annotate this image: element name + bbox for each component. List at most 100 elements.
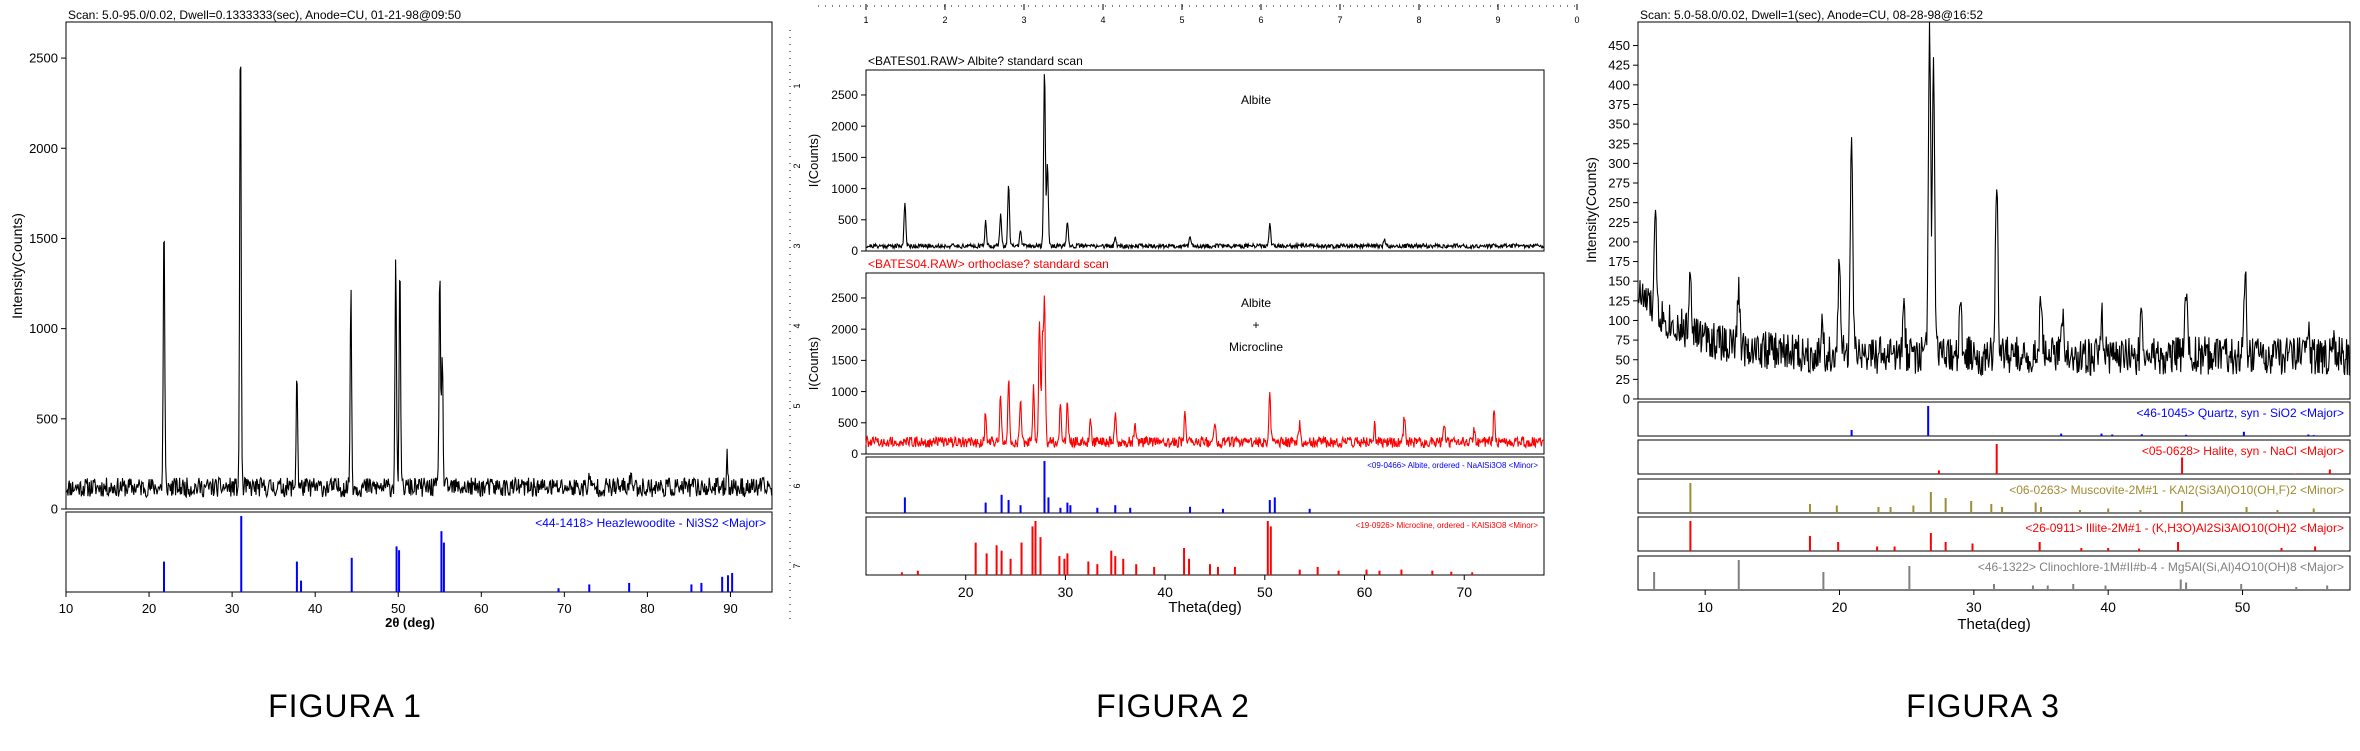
fig2-ref2-ref-frame — [865, 516, 1545, 576]
caption-figura-3: FIGURA 3 — [1906, 688, 2060, 724]
fig3-y-tick-label: 325 — [1608, 136, 1630, 151]
fig2-side-ruler-label: 2 — [792, 163, 802, 168]
fig2-top-ruler-label: 7 — [1337, 15, 1342, 25]
fig3-y-tick-label: 225 — [1608, 215, 1630, 230]
fig3-ref5-ref-label: <46-1322> Clinochlore-1M#II#b-4 - Mg5Al(… — [1978, 560, 2344, 574]
fig1-y-tick-label: 1000 — [29, 321, 58, 336]
fig3-y-tick-label: 250 — [1608, 195, 1630, 210]
fig2-top-ruler-label: 5 — [1179, 15, 1184, 25]
fig2-panel2-annotation: Albite — [1241, 296, 1271, 310]
fig2-panel2-scan-line — [865, 295, 1544, 450]
fig1-x-tick-label: 60 — [474, 601, 488, 616]
fig2-panel2-frame — [865, 272, 1545, 455]
fig2-panel2-y-tick-label: 500 — [838, 416, 858, 430]
fig2-panel1-y-axis-label: I(Counts) — [806, 134, 821, 187]
fig2-panel2-annotation: Microcline — [1229, 340, 1283, 354]
fig1-x-tick-label: 30 — [225, 601, 239, 616]
fig3-plot-frame — [1637, 21, 2351, 400]
fig1-x-tick-label: 70 — [557, 601, 571, 616]
fig3-y-tick-label: 25 — [1616, 372, 1630, 387]
fig2-x-tick-label: 30 — [1058, 584, 1074, 600]
fig3-x-tick-label: 10 — [1697, 599, 1713, 615]
fig2-x-tick-label: 20 — [958, 584, 974, 600]
fig2-side-ruler-label: 4 — [792, 323, 802, 328]
fig2-panel2-y-tick-label: 0 — [851, 447, 858, 461]
fig1-x-tick-label: 90 — [723, 601, 737, 616]
fig1-y-tick-label: 1500 — [29, 231, 58, 246]
fig2-panel2-header: <BATES04.RAW> orthoclase? standard scan — [868, 257, 1109, 271]
fig3-ref1-ref-frame — [1637, 401, 2351, 437]
fig1-y-tick-label: 2000 — [29, 141, 58, 156]
fig2-panel2-y-tick-label: 1000 — [831, 385, 858, 399]
fig2-ref1-ref-frame — [865, 456, 1545, 514]
chart-figura-1: Scan: 5.0-95.0/0.02, Dwell=0.1333333(sec… — [9, 8, 773, 630]
fig3-y-tick-label: 100 — [1608, 313, 1630, 328]
fig2-panel1-frame — [865, 69, 1545, 252]
fig2-panel1-y-tick-label: 500 — [838, 213, 858, 227]
fig3-ref2-ref-label: <05-0628> Halite, syn - NaCl <Major> — [2142, 444, 2344, 458]
chart-figura-3: Scan: 5.0-58.0/0.02, Dwell=1(sec), Anode… — [1583, 8, 2351, 633]
fig1-ref-label: <44-1418> Heazlewoodite - Ni3S2 <Major> — [535, 516, 766, 530]
fig3-y-tick-label: 0 — [1623, 392, 1630, 407]
chart-figura-2: 1 2 3 4 5 6 7 8 9 0 1 2 3 4 5 6 7 <BATES01.RAW> Albite? s… — [789, 4, 1580, 620]
fig2-panel1-header: <BATES01.RAW> Albite? standard scan — [868, 54, 1083, 68]
fig3-y-tick-label: 50 — [1616, 352, 1630, 367]
fig2-top-ruler-label: 0 — [1574, 15, 1579, 25]
fig2-ref1-ref-label: <09-0466> Albite, ordered - NaAlSi3O8 <M… — [1367, 461, 1538, 470]
fig3-y-tick-label: 450 — [1608, 38, 1630, 53]
fig1-scan-line — [65, 66, 773, 499]
fig2-ref2-ref-label: <19-0926> Microcline, ordered - KAlSi3O8… — [1356, 521, 1539, 530]
fig2-top-ruler-label: 3 — [1021, 15, 1026, 25]
fig2-side-ruler-label: 6 — [792, 483, 802, 488]
fig2-panel2-y-tick-label: 2000 — [831, 322, 858, 336]
fig3-y-tick-label: 125 — [1608, 293, 1630, 308]
fig3-x-tick-label: 30 — [1966, 599, 1982, 615]
fig2-top-ruler-label: 8 — [1416, 15, 1421, 25]
fig2-panel2-y-axis-label: I(Counts) — [806, 337, 821, 390]
fig3-x-axis-label: Theta(deg) — [1957, 616, 2030, 633]
fig2-panel1-y-tick-label: 2500 — [831, 88, 858, 102]
fig2-panel2-y-tick-label: 2500 — [831, 291, 858, 305]
fig3-x-tick-label: 50 — [2235, 599, 2251, 615]
fig3-y-tick-label: 300 — [1608, 156, 1630, 171]
fig2-top-ruler-label: 2 — [942, 15, 947, 25]
fig3-ref4-ref-label: <26-0911> Illite-2M#1 - (K,H3O)Al2Si3AlO… — [2025, 521, 2344, 535]
fig3-ref2-ref-frame — [1637, 439, 2351, 475]
fig2-panel1-y-tick-label: 1000 — [831, 182, 858, 196]
fig2-x-tick-label: 40 — [1157, 584, 1173, 600]
fig1-ref-frame — [65, 511, 773, 593]
fig2-panel2-y-tick-label: 1500 — [831, 354, 858, 368]
fig3-scan-line — [1637, 21, 2351, 377]
fig3-y-tick-label: 75 — [1616, 333, 1630, 348]
fig3-header: Scan: 5.0-58.0/0.02, Dwell=1(sec), Anode… — [1640, 8, 1983, 22]
fig3-ref4-ref-frame — [1637, 516, 2351, 552]
fig3-y-tick-label: 200 — [1608, 234, 1630, 249]
fig3-y-tick-label: 425 — [1608, 58, 1630, 73]
fig2-x-tick-label: 60 — [1357, 584, 1373, 600]
fig2-x-axis-label: Theta(deg) — [1168, 599, 1241, 616]
fig3-y-tick-label: 275 — [1608, 176, 1630, 191]
fig2-top-ruler-label: 1 — [863, 15, 868, 25]
fig2-x-tick-label: 70 — [1456, 584, 1472, 600]
fig3-y-tick-label: 150 — [1608, 274, 1630, 289]
caption-figura-2: FIGURA 2 — [1096, 688, 1250, 724]
fig2-panel1-annotation: Albite — [1241, 93, 1271, 107]
fig3-ref3-ref-frame — [1637, 478, 2351, 514]
fig2-side-ruler-label: 7 — [792, 563, 802, 568]
fig2-panel1-y-tick-label: 1500 — [831, 151, 858, 165]
fig2-side-ruler-label: 5 — [792, 403, 802, 408]
fig3-y-tick-label: 350 — [1608, 117, 1630, 132]
fig2-top-ruler-label: 6 — [1258, 15, 1263, 25]
fig3-y-axis-label: Intensity(Counts) — [1583, 157, 1599, 263]
fig2-side-ruler-label: 1 — [792, 83, 802, 88]
fig2-panel2-annotation: + — [1252, 318, 1259, 332]
fig2-panel1-y-tick-label: 2000 — [831, 119, 858, 133]
fig1-header: Scan: 5.0-95.0/0.02, Dwell=0.1333333(sec… — [68, 8, 461, 22]
caption-figura-1: FIGURA 1 — [268, 688, 422, 724]
fig1-x-axis-label: 2θ (deg) — [385, 615, 435, 630]
fig3-y-tick-label: 375 — [1608, 97, 1630, 112]
fig1-x-tick-label: 10 — [59, 601, 73, 616]
fig3-y-tick-label: 175 — [1608, 254, 1630, 269]
fig1-y-axis-label: Intensity(Counts) — [9, 213, 25, 319]
